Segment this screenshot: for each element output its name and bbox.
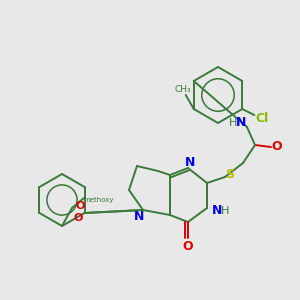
Text: Cl: Cl xyxy=(256,112,269,125)
Text: N: N xyxy=(134,209,144,223)
Text: H: H xyxy=(221,206,229,216)
Text: N: N xyxy=(236,116,246,130)
Text: O: O xyxy=(73,213,83,223)
Text: N: N xyxy=(185,155,195,169)
Text: CH₃: CH₃ xyxy=(174,85,191,94)
Text: H: H xyxy=(229,118,237,128)
Text: O: O xyxy=(183,239,193,253)
Text: O: O xyxy=(75,201,84,211)
Text: S: S xyxy=(226,169,235,182)
Text: N: N xyxy=(212,205,222,218)
Text: O: O xyxy=(272,140,282,154)
Text: methoxy: methoxy xyxy=(83,197,113,203)
